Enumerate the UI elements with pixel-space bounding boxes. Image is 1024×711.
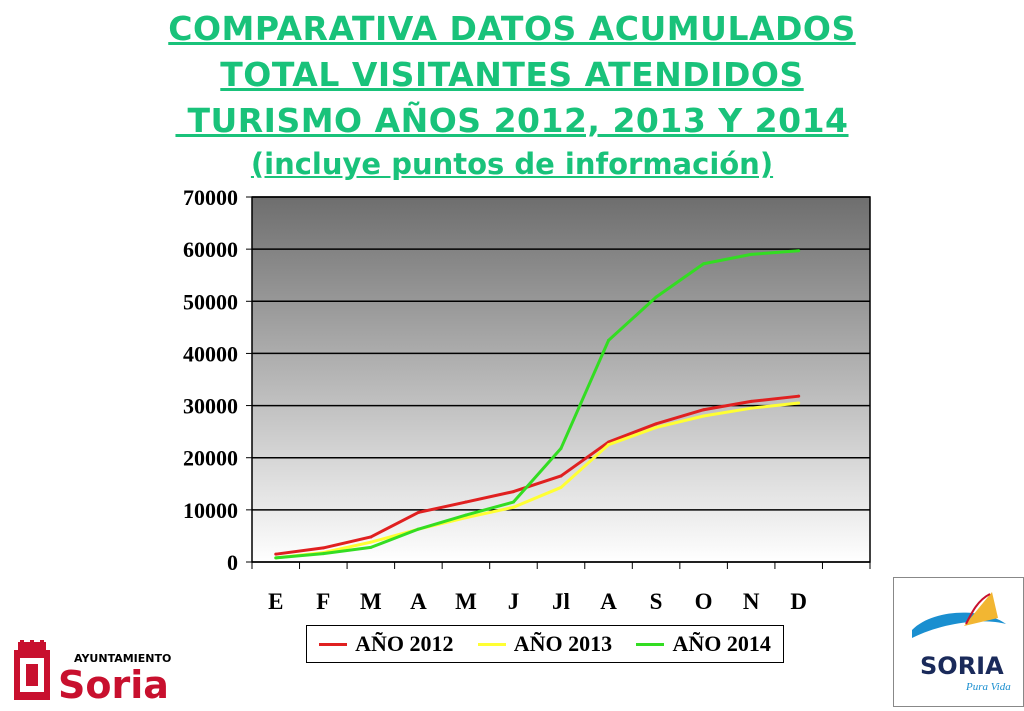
y-tick-label: 30000 xyxy=(183,394,238,419)
data-point xyxy=(749,406,753,410)
data-point xyxy=(321,546,325,550)
data-point xyxy=(702,408,706,412)
y-tick-label: 10000 xyxy=(183,498,238,523)
legend-swatch xyxy=(636,642,665,646)
legend-item: AÑO 2012 xyxy=(319,631,454,657)
logo-pura-vida-text: Pura Vida xyxy=(965,681,1011,693)
logo-soria-text: Soria xyxy=(58,663,169,702)
series-line-3 xyxy=(275,249,799,560)
data-point xyxy=(559,474,563,478)
x-tick-label: E xyxy=(268,589,283,614)
data-point xyxy=(654,422,658,426)
legend-swatch xyxy=(319,642,348,646)
data-point xyxy=(369,545,373,549)
data-point xyxy=(702,262,706,266)
title-line-2: TOTAL VISITANTES ATENDIDOS xyxy=(220,55,804,94)
y-tick-label: 60000 xyxy=(183,237,238,262)
x-tick-label: N xyxy=(743,589,760,614)
data-point xyxy=(749,399,753,403)
title-line-3: TURISMO AÑOS 2012, 2013 Y 2014 xyxy=(175,101,849,140)
legend-item: AÑO 2013 xyxy=(477,631,613,657)
data-point xyxy=(797,394,801,398)
data-point xyxy=(416,510,420,514)
x-tick-label: J xyxy=(508,589,520,614)
coat-of-arms-icon xyxy=(14,640,50,700)
data-point xyxy=(559,485,563,489)
y-tick-label: 0 xyxy=(227,550,238,575)
data-point xyxy=(464,513,468,517)
data-point xyxy=(464,500,468,504)
y-tick-label: 20000 xyxy=(183,446,238,471)
x-tick-label: M xyxy=(455,589,477,614)
y-tick-label: 70000 xyxy=(183,185,238,210)
data-point xyxy=(607,338,611,342)
data-point xyxy=(511,500,515,504)
x-tick-label: S xyxy=(650,589,663,614)
title-subtitle: (incluye puntos de información) xyxy=(250,147,774,181)
x-tick-label: Jl xyxy=(552,589,570,614)
x-tick-label: M xyxy=(360,589,382,614)
chart-title: COMPARATIVA DATOS ACUMULADOS TOTAL VISIT… xyxy=(0,6,1024,184)
legend-label: AÑO 2012 xyxy=(355,631,454,656)
y-tick-label: 50000 xyxy=(183,289,238,314)
data-point xyxy=(511,505,515,509)
data-point xyxy=(702,414,706,418)
series-line-1 xyxy=(275,394,799,556)
data-point xyxy=(369,535,373,539)
data-point xyxy=(797,249,801,253)
data-point xyxy=(607,443,611,447)
ayuntamiento-soria-logo: AYUNTAMIENTO Soria xyxy=(14,640,171,702)
legend-swatch xyxy=(477,642,506,646)
legend-item: AÑO 2014 xyxy=(636,631,771,657)
data-point xyxy=(274,556,278,560)
x-tick-label: A xyxy=(410,589,427,614)
legend-label: AÑO 2013 xyxy=(513,631,613,656)
data-point xyxy=(321,552,325,556)
legend-label: AÑO 2014 xyxy=(672,631,771,656)
x-tick-label: F xyxy=(316,589,330,614)
data-point xyxy=(464,516,468,520)
data-point xyxy=(274,552,278,556)
y-tick-label: 40000 xyxy=(183,341,238,366)
x-tick-label: A xyxy=(600,589,617,614)
data-point xyxy=(654,425,658,429)
data-point xyxy=(797,401,801,405)
title-line-1: COMPARATIVA DATOS ACUMULADOS xyxy=(168,9,856,48)
data-point xyxy=(559,446,563,450)
x-tick-label: D xyxy=(790,589,807,614)
x-tick-label: O xyxy=(695,589,713,614)
logo-soria-brand-text: SORIA xyxy=(920,652,1004,680)
series-line-2 xyxy=(275,401,799,560)
data-point xyxy=(416,527,420,531)
data-point xyxy=(511,490,515,494)
data-point xyxy=(654,295,658,299)
plot-area xyxy=(251,196,871,563)
logo-ayuntamiento-text: AYUNTAMIENTO xyxy=(74,652,171,665)
data-point xyxy=(749,252,753,256)
legend: AÑO 2012 AÑO 2013 AÑO 2014 xyxy=(306,625,784,663)
line-chart: 0 10000 20000 30000 40000 50000 60000 70000 E F M A… xyxy=(183,185,871,614)
data-point xyxy=(369,540,373,544)
soria-pura-vida-logo: SORIA Pura Vida xyxy=(893,577,1024,707)
